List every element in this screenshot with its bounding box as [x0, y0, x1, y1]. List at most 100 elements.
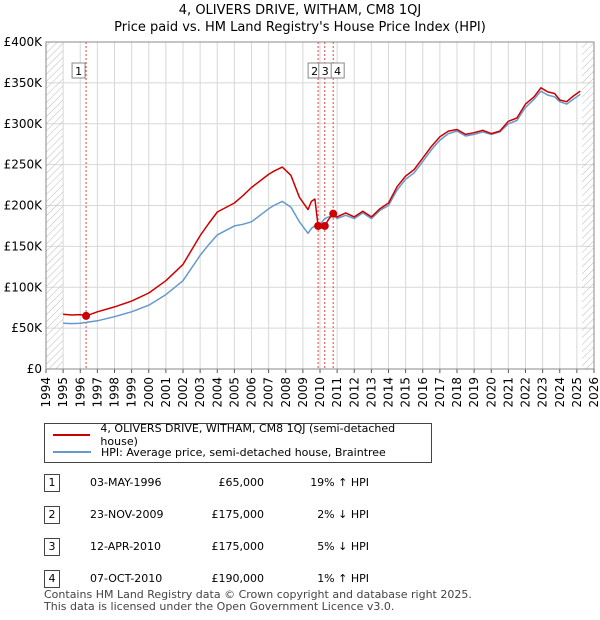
sale-date: 07-OCT-2010 [90, 572, 163, 585]
legend: 4, OLIVERS DRIVE, WITHAM, CM8 1QJ (semi-… [44, 422, 432, 463]
sale-price: £175,000 [211, 540, 265, 553]
x-tick-label: 2025 [570, 377, 584, 408]
y-tick-label: £50K [11, 321, 43, 335]
sale-hpi-diff: 19% ↑ HPI [310, 476, 369, 489]
sale-number: 4 [44, 570, 60, 588]
title-line-1: 4, OLIVERS DRIVE, WITHAM, CM8 1QJ [178, 3, 422, 18]
x-tick-label: 2008 [279, 377, 293, 408]
sale-label-text: 1 [75, 65, 82, 78]
sale-hpi-diff: 1% ↑ HPI [317, 572, 369, 585]
table-row: 3 12-APR-2010 £175,000 5% ↓ HPI [44, 538, 564, 556]
sale-point [314, 221, 323, 230]
x-tick-label: 2012 [347, 377, 361, 408]
sale-label-box [71, 62, 86, 79]
x-tick-label: 2014 [382, 377, 396, 408]
sale-label-text: 2 [311, 65, 318, 78]
sale-point [329, 209, 338, 218]
x-tick-label: 2000 [142, 377, 156, 408]
legend-price-label: 4, OLIVERS DRIVE, WITHAM, CM8 1QJ (semi-… [100, 422, 396, 448]
footer-line-1: Contains HM Land Registry data © Crown c… [44, 588, 472, 601]
x-tick-label: 2013 [364, 377, 378, 408]
sale-number: 1 [44, 474, 60, 492]
y-tick-label: £200K [4, 199, 44, 213]
x-tick-label: 2015 [399, 377, 413, 408]
x-tick-label: 1998 [108, 377, 122, 408]
legend-hpi-label: HPI: Average price, semi-detached house,… [101, 445, 386, 459]
sale-hpi-diff: 5% ↓ HPI [317, 540, 369, 553]
sale-label-1: 1 [71, 62, 86, 79]
sale-label-text: 4 [334, 65, 341, 78]
x-tick-label: 2011 [330, 377, 344, 408]
x-tick-label: 2001 [159, 377, 173, 408]
sale-label-3: 3 [318, 62, 333, 79]
sale-price: £65,000 [218, 476, 265, 489]
legend-price-swatch [53, 434, 91, 436]
sale-number: 2 [44, 506, 60, 524]
x-tick-label: 2010 [313, 377, 327, 408]
hatch-start [46, 42, 64, 369]
sale-price: £175,000 [211, 508, 265, 521]
y-tick-label: £150K [4, 239, 44, 253]
series-lines [63, 87, 581, 325]
sale-date: 23-NOV-2009 [90, 508, 164, 521]
x-tick-label: 2016 [416, 377, 430, 408]
table-row: 4 07-OCT-2010 £190,000 1% ↑ HPI [44, 570, 564, 588]
x-tick-label: 1996 [73, 377, 87, 408]
footer: Contains HM Land Registry data © Crown c… [44, 589, 472, 613]
sale-point [82, 311, 91, 320]
x-tick-label: 2024 [553, 377, 567, 408]
y-tick-label: £400K [4, 35, 44, 49]
x-tick-label: 1999 [125, 377, 139, 408]
x-tick-label: 2022 [519, 377, 533, 408]
table-row: 2 23-NOV-2009 £175,000 2% ↓ HPI [44, 506, 564, 524]
sale-price: £190,000 [211, 572, 265, 585]
axes: 1994 1995 1996 1997 1998 1999 2000 2001 2002 2003… [4, 35, 600, 408]
plot-border [45, 41, 595, 370]
y-tick-label: £100K [4, 280, 44, 294]
footer-line-2: This data is licensed under the Open Gov… [44, 600, 395, 613]
sale-label-2: 2 [307, 62, 322, 79]
sale-points [82, 209, 338, 320]
x-tick-label: 2018 [450, 377, 464, 408]
y-tick-label: £350K [4, 76, 44, 90]
x-tick-label: 2019 [467, 377, 481, 408]
x-tick-label: 2003 [193, 377, 207, 408]
y-tick-label: £300K [4, 117, 44, 131]
sale-number: 3 [44, 538, 60, 556]
sale-date: 12-APR-2010 [90, 540, 162, 553]
title-line-2: Price paid vs. HM Land Registry's House … [114, 20, 486, 35]
x-tick-label: 1997 [90, 377, 104, 408]
legend-item-price: 4, OLIVERS DRIVE, WITHAM, CM8 1QJ (semi-… [53, 422, 431, 448]
x-tick-label: 2023 [536, 377, 550, 408]
x-tick-label: 2021 [501, 377, 515, 408]
sale-label-box [330, 62, 345, 79]
x-tick-label: 2009 [296, 377, 310, 408]
table-row: 1 03-MAY-1996 £65,000 19% ↑ HPI [44, 474, 564, 492]
hatch-end [582, 42, 594, 369]
legend-hpi-swatch [53, 451, 91, 453]
sale-point [320, 221, 329, 230]
sale-hpi-diff: 2% ↓ HPI [317, 508, 369, 521]
x-tick-label: 2002 [176, 377, 190, 408]
y-tick-label: £250K [4, 158, 44, 172]
hpi-line [63, 90, 581, 325]
sale-date: 03-MAY-1996 [90, 476, 162, 489]
sale-label-4: 4 [330, 62, 345, 79]
y-tick-label: £0 [27, 362, 42, 376]
price-line [63, 87, 581, 317]
x-tick-label: 1995 [56, 377, 70, 408]
sale-label-text: 3 [322, 65, 329, 78]
x-tick-label: 2004 [210, 377, 224, 408]
hatch-regions [46, 42, 594, 369]
chart-title: 4, OLIVERS DRIVE, WITHAM, CM8 1QJ Price … [0, 2, 600, 36]
x-tick-label: 1994 [39, 377, 53, 408]
legend-item-hpi: HPI: Average price, semi-detached house,… [53, 444, 386, 460]
x-tick-label: 2005 [227, 377, 241, 408]
x-tick-label: 2026 [587, 377, 600, 408]
x-tick-label: 2020 [484, 377, 498, 408]
grid [45, 41, 595, 370]
x-tick-label: 2006 [245, 377, 259, 408]
x-tick-label: 2007 [262, 377, 276, 408]
